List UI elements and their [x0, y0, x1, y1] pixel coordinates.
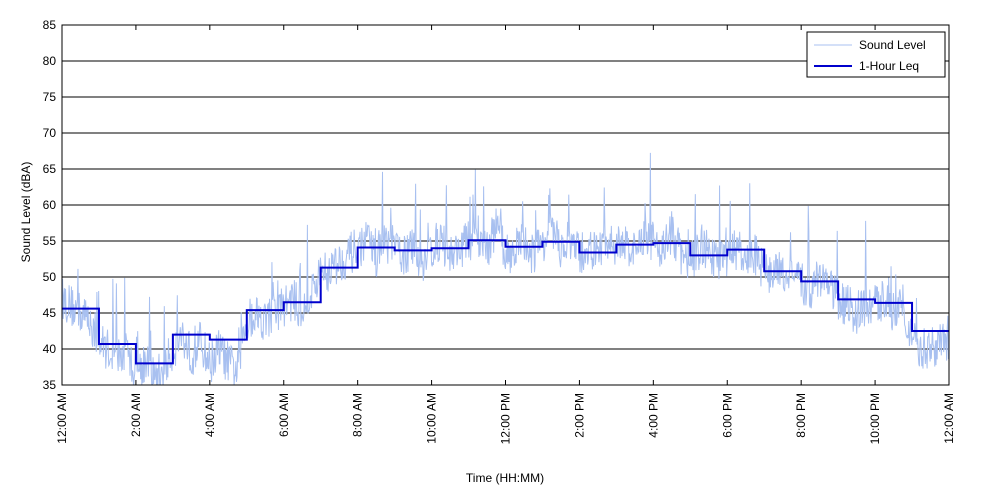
- y-tick-label: 55: [43, 234, 57, 248]
- x-tick-label: 4:00 AM: [203, 393, 217, 437]
- x-tick-label: 12:00 AM: [55, 393, 69, 444]
- x-tick-label: 6:00 AM: [277, 393, 291, 437]
- series-sound-level-line: [62, 152, 949, 385]
- legend-label-sound-level: Sound Level: [859, 38, 926, 52]
- y-tick-label: 35: [43, 378, 57, 392]
- x-tick-label: 4:00 PM: [646, 393, 660, 438]
- y-tick-label: 50: [43, 270, 57, 284]
- y-axis-title: Sound Level (dBA): [19, 162, 33, 263]
- x-tick-label: 12:00 AM: [942, 393, 956, 444]
- x-tick-label: 6:00 PM: [720, 393, 734, 438]
- legend-box: [806, 31, 946, 78]
- legend-label-hour-leq: 1-Hour Leq: [859, 59, 919, 73]
- y-tick-label: 70: [43, 126, 57, 140]
- x-axis-title: Time (HH:MM): [466, 471, 544, 485]
- y-tick-label: 85: [43, 18, 57, 32]
- y-tick-label: 60: [43, 198, 57, 212]
- x-tick-label: 2:00 AM: [129, 393, 143, 437]
- x-tick-label: 8:00 AM: [351, 393, 365, 437]
- x-tick-label: 10:00 AM: [425, 393, 439, 444]
- series-hour-leq-line: [62, 239, 949, 365]
- y-axis-ticks: 35 40 45 50 55 60 65 70 75 80 85: [43, 18, 57, 392]
- y-tick-label: 80: [43, 54, 57, 68]
- y-tick-label: 65: [43, 162, 57, 176]
- y-tick-label: 45: [43, 306, 57, 320]
- x-tick-label: 10:00 PM: [868, 393, 882, 444]
- x-tick-label: 12:00 PM: [499, 393, 513, 444]
- x-tick-label: 2:00 PM: [572, 393, 586, 438]
- y-tick-label: 40: [43, 342, 57, 356]
- y-tick-label: 75: [43, 90, 57, 104]
- x-axis-ticks: 12:00 AM 2:00 AM 4:00 AM 6:00 AM 8:00 AM 10:0…: [55, 25, 956, 444]
- plot-area: [62, 152, 949, 385]
- x-tick-label: 8:00 PM: [794, 393, 808, 438]
- legend: Sound Level 1-Hour Leq: [806, 31, 946, 78]
